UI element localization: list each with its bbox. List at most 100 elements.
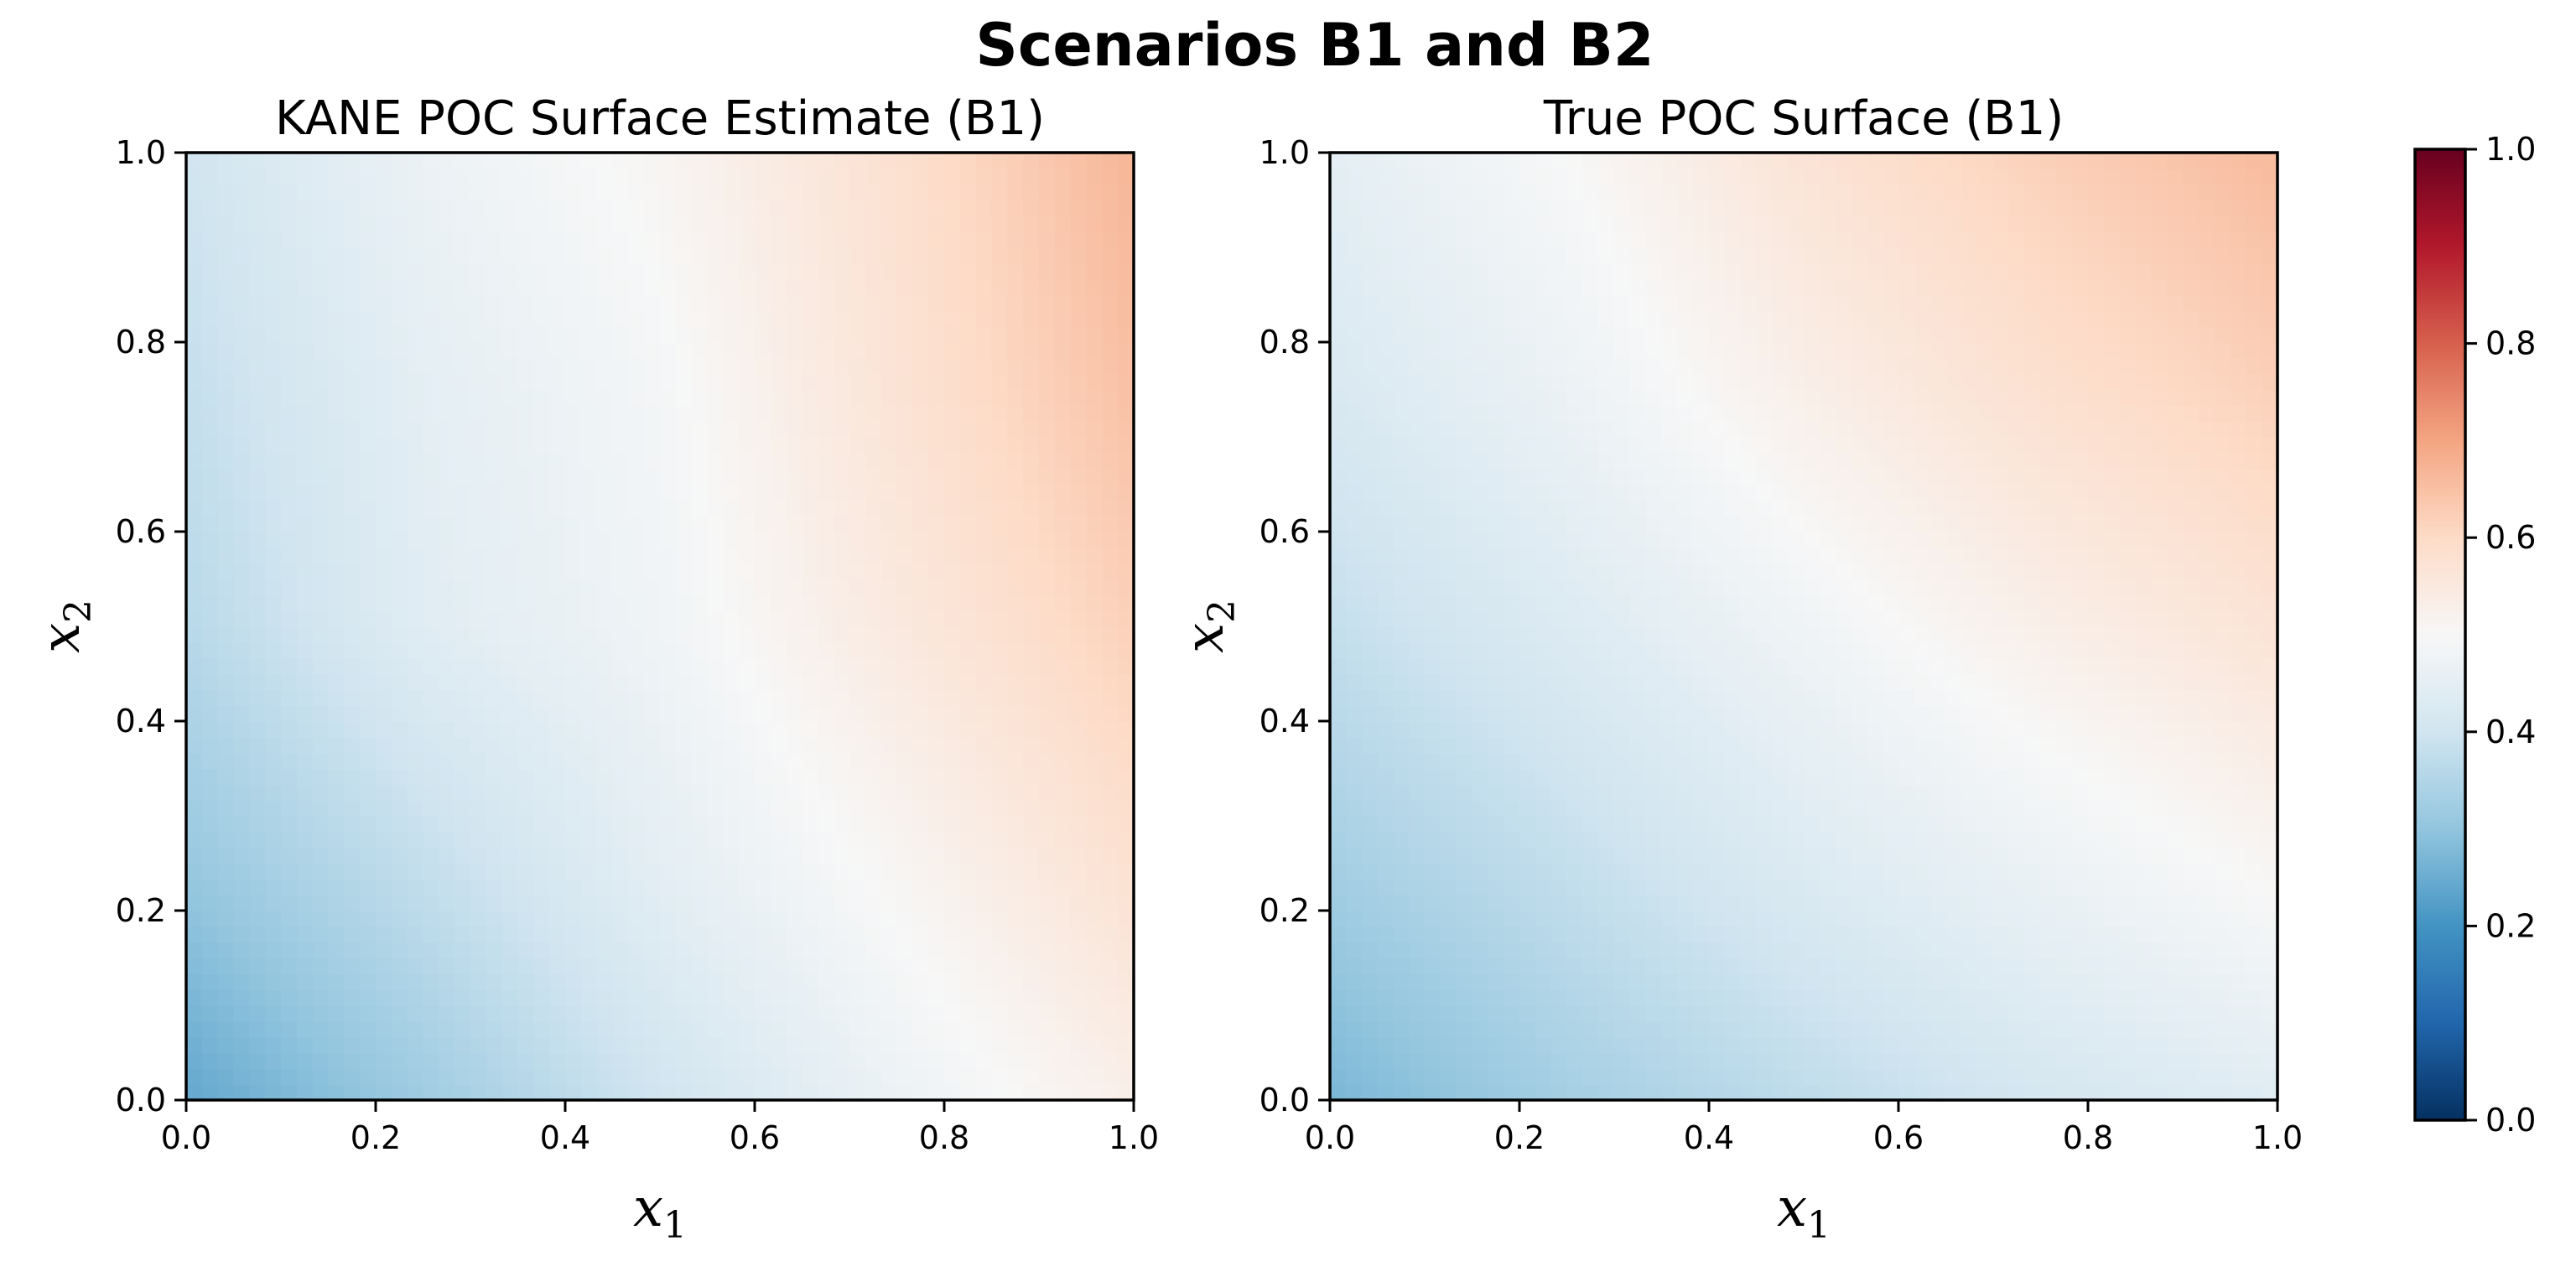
heatmap-cell: [786, 594, 803, 611]
heatmap-cell: [1361, 863, 1379, 880]
heatmap-cell: [1629, 942, 1647, 959]
heatmap-cell: [1566, 942, 1584, 959]
heatmap-cell: [1550, 800, 1568, 817]
heatmap-cell: [786, 500, 803, 516]
heatmap-cell: [201, 847, 219, 864]
heatmap-cell: [376, 215, 392, 232]
heatmap-cell: [1550, 1005, 1568, 1022]
heatmap-cell: [628, 215, 645, 232]
heatmap-cell: [739, 705, 756, 722]
heatmap-cell: [944, 989, 961, 1006]
heatmap-cell: [723, 516, 740, 532]
heatmap-cell: [423, 752, 440, 770]
heatmap-cell: [1693, 736, 1710, 754]
heatmap-cell: [439, 911, 455, 927]
heatmap-cell: [249, 879, 266, 895]
heatmap-cell: [959, 831, 977, 849]
heatmap-cell: [802, 610, 819, 627]
heatmap-cell: [786, 168, 803, 185]
heatmap-cell: [391, 563, 408, 580]
heatmap-cell: [1054, 326, 1072, 343]
heatmap-cell: [1898, 831, 1915, 849]
heatmap-cell: [755, 736, 771, 754]
heatmap-cell: [265, 437, 282, 454]
heatmap-cell: [549, 626, 566, 643]
heatmap-cell: [1007, 200, 1024, 217]
heatmap-cell: [1883, 863, 1899, 880]
heatmap-cell: [249, 373, 266, 391]
heatmap-cell: [2183, 1084, 2199, 1101]
heatmap-cell: [944, 784, 961, 801]
heatmap-cell: [1086, 847, 1104, 864]
heatmap-cell: [2008, 879, 2026, 895]
heatmap-cell: [786, 437, 803, 454]
heatmap-cell: [723, 357, 740, 375]
heatmap-cell: [1977, 1084, 1994, 1101]
heatmap-cell: [1070, 816, 1088, 833]
heatmap-cell: [1118, 484, 1135, 501]
heatmap-cell: [249, 278, 266, 296]
heatmap-cell: [1661, 1036, 1679, 1054]
heatmap-cell: [944, 958, 961, 975]
heatmap-cell: [265, 389, 282, 407]
heatmap-cell: [1550, 784, 1568, 801]
heatmap-cell: [896, 373, 914, 391]
heatmap-cell: [470, 689, 487, 706]
heatmap-cell: [786, 231, 803, 248]
heatmap-cell: [865, 911, 882, 927]
heatmap-cell: [596, 579, 614, 596]
heatmap-cell: [644, 768, 661, 786]
heatmap-cell: [296, 863, 314, 880]
heatmap-cell: [217, 973, 235, 990]
heatmap-cell: [470, 610, 487, 627]
heatmap-cell: [2198, 1084, 2215, 1101]
heatmap-cell: [834, 500, 850, 516]
heatmap-cell: [549, 357, 566, 375]
heatmap-cell: [1582, 895, 1599, 911]
heatmap-cell: [1425, 973, 1441, 990]
heatmap-cell: [549, 484, 566, 501]
heatmap-cell: [1945, 752, 1963, 770]
heatmap-cell: [928, 800, 945, 817]
heatmap-cell: [959, 262, 977, 280]
heatmap-cell: [2008, 958, 2026, 975]
heatmap-cell: [975, 926, 993, 943]
heatmap-cell: [739, 657, 756, 675]
heatmap-cell: [755, 847, 771, 864]
heatmap-cell: [580, 863, 598, 880]
heatmap-cell: [233, 153, 251, 169]
heatmap-cell: [1709, 752, 1726, 770]
heatmap-cell: [849, 1084, 866, 1101]
heatmap-cell: [975, 1084, 993, 1101]
heatmap-cell: [1740, 768, 1758, 786]
heatmap-cell: [233, 200, 251, 217]
heatmap-cell: [928, 421, 945, 438]
heatmap-cell: [2056, 895, 2073, 911]
heatmap-cell: [407, 594, 424, 611]
heatmap-cell: [2040, 863, 2058, 880]
heatmap-cell: [2119, 816, 2137, 833]
heatmap-cell: [849, 911, 866, 927]
heatmap-cell: [1645, 768, 1663, 786]
heatmap-cell: [2135, 816, 2153, 833]
heatmap-cell: [1488, 863, 1504, 880]
heatmap-cell: [360, 989, 377, 1006]
heatmap-cell: [1007, 752, 1024, 770]
heatmap-cell: [439, 200, 455, 217]
heatmap-cell: [580, 389, 598, 407]
heatmap-cell: [2246, 768, 2262, 786]
heatmap-cell: [802, 689, 819, 706]
heatmap-cell: [1472, 736, 1489, 754]
heatmap-cell: [580, 532, 598, 548]
heatmap-cell: [201, 736, 219, 754]
heatmap-cell: [1102, 736, 1119, 754]
heatmap-cell: [1086, 310, 1104, 327]
heatmap-cell: [2246, 1068, 2262, 1085]
heatmap-cell: [1361, 989, 1379, 1006]
heatmap-cell: [1118, 547, 1135, 564]
heatmap-cell: [2008, 1020, 2026, 1038]
heatmap-cell: [1070, 705, 1088, 722]
heatmap-cell: [1740, 863, 1758, 880]
heatmap-cell: [391, 1068, 408, 1085]
heatmap-cell: [517, 831, 535, 849]
